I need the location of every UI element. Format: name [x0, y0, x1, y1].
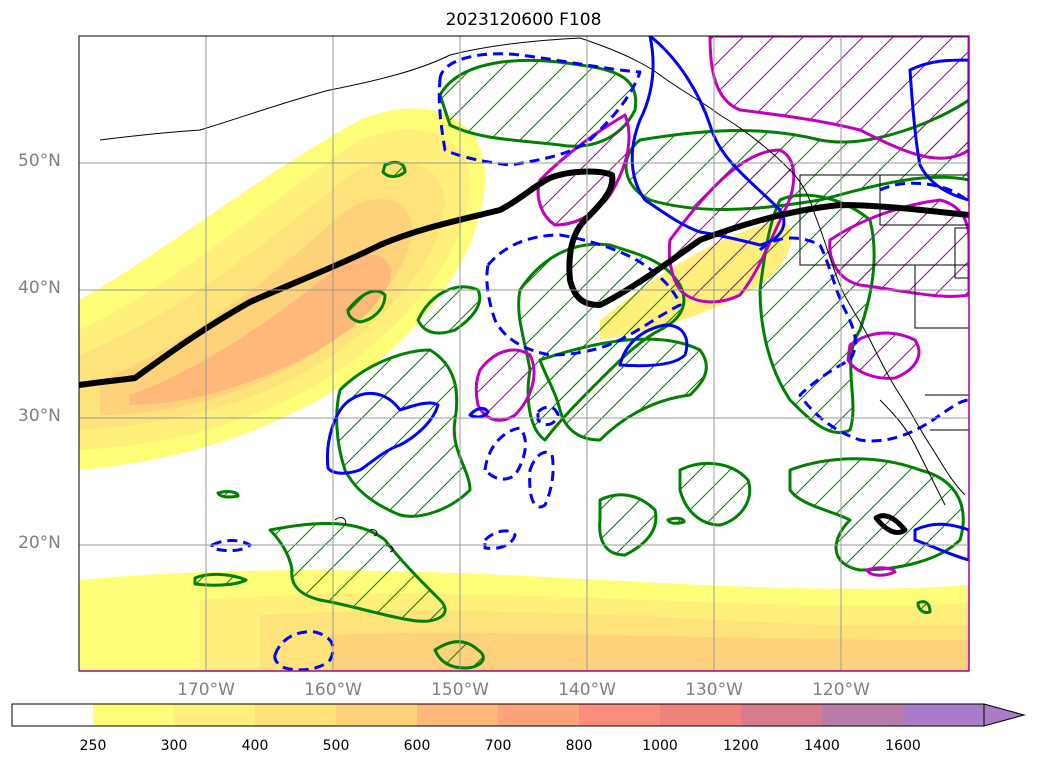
lat-label-40n: 40°N	[18, 278, 61, 298]
colorbar-segment	[741, 704, 822, 726]
colorbar-segment	[93, 704, 174, 726]
lat-label-50n: 50°N	[18, 151, 61, 171]
map-title: 2023120600 F108	[445, 10, 602, 30]
colorbar-segment	[660, 704, 741, 726]
colorbar-segment	[579, 704, 660, 726]
graticule-grid	[79, 36, 969, 671]
colorbar-tick-label: 500	[322, 738, 350, 754]
jet-axis-lines	[79, 168, 969, 535]
lon-label-120w: 120°W	[812, 680, 870, 700]
colorbar-tick-label: 1400	[804, 738, 840, 754]
colorbar-tick-label: 700	[484, 738, 512, 754]
blue-solid-contours	[325, 36, 969, 562]
lon-label-150w: 150°W	[431, 680, 489, 700]
lon-label-130w: 130°W	[685, 680, 743, 700]
colorbar-segment	[12, 704, 93, 726]
colorbar-outline	[11, 703, 985, 727]
colorbar-tick-label: 1000	[642, 738, 678, 754]
colorbar-segment	[417, 704, 498, 726]
blue-dashed-contours	[210, 52, 969, 671]
plot-area	[79, 36, 969, 671]
colorbar-segment	[498, 704, 579, 726]
lat-label-30n: 30°N	[18, 406, 61, 426]
colorbar-tick-label: 600	[403, 738, 431, 754]
colorbar-segment	[822, 704, 903, 726]
colorbar-tick-label: 1200	[723, 738, 759, 754]
magenta-hatched-regions	[474, 36, 969, 577]
coastlines	[99, 37, 969, 553]
lon-label-160w: 160°W	[304, 680, 362, 700]
colorbar-tick-label: 1600	[885, 738, 921, 754]
colorbar-tick-label: 400	[241, 738, 269, 754]
lon-label-140w: 140°W	[558, 680, 616, 700]
colorbar-tick-label: 800	[565, 738, 593, 754]
colorbar-segment	[903, 704, 984, 726]
lat-label-20n: 20°N	[18, 533, 61, 553]
colorbar-segment	[174, 704, 255, 726]
colorbar-extend-arrow	[983, 703, 1026, 727]
lon-label-170w: 170°W	[177, 680, 235, 700]
colorbar	[11, 703, 1026, 727]
colorbar-segment	[336, 704, 417, 726]
colorbar-tick-label: 300	[160, 738, 188, 754]
colorbar-segment	[255, 704, 336, 726]
colorbar-tick-label: 250	[79, 738, 107, 754]
